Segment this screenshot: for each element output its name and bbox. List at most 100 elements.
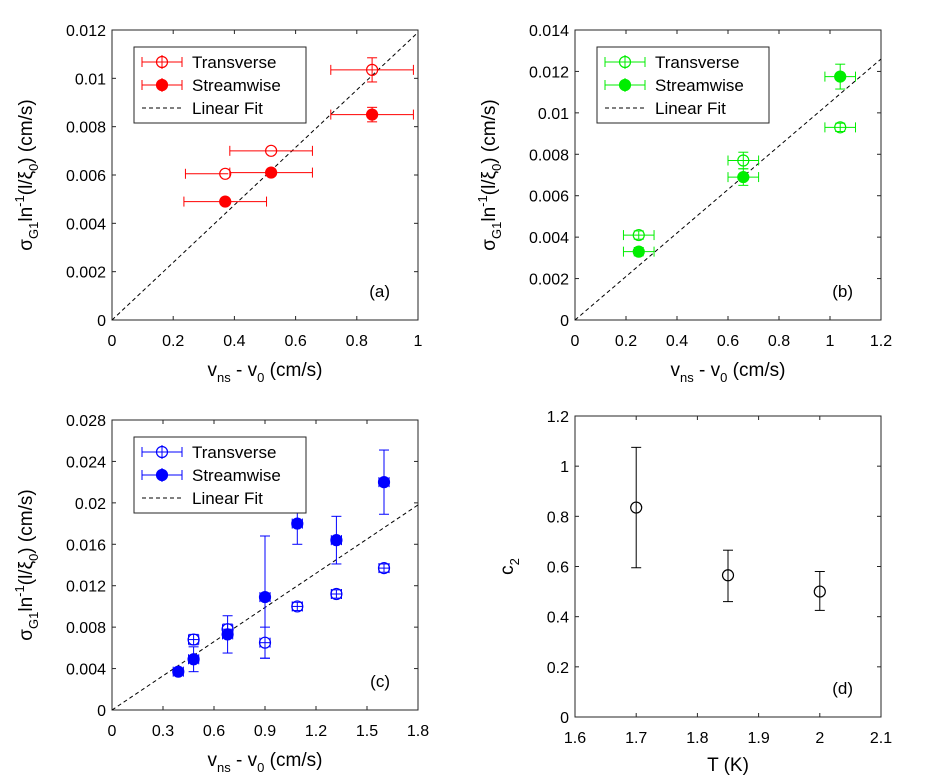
y-tick-label: 0.2	[547, 660, 569, 677]
x-tick-label: 0.3	[152, 723, 174, 740]
y-axis-label: σG1ln-1(l/ξ0) (cm/s)	[475, 99, 504, 250]
y-tick-label: 0.6	[547, 560, 569, 577]
legend-marker-transverse	[155, 55, 169, 69]
data-point-transverse	[187, 633, 200, 646]
x-tick-label: 1.8	[407, 723, 429, 740]
y-tick-label: 0.002	[529, 272, 569, 289]
y-tick-label: 0.014	[529, 23, 569, 40]
legend-label: Transverse	[192, 443, 276, 462]
y-tick-label: 0.012	[66, 23, 106, 40]
y-tick-label: 0.8	[547, 509, 569, 526]
legend: Transverse Streamwise Linear Fit	[133, 46, 307, 124]
x-tick-label: 1	[414, 333, 423, 350]
data-point-transverse	[721, 569, 735, 582]
data-point-streamwise	[265, 166, 278, 179]
x-tick-label: 0.9	[254, 723, 276, 740]
y-tick-label: 0	[560, 710, 569, 727]
x-axis-label: vns - v0 (cm/s)	[208, 750, 323, 775]
y-tick-label: 0.012	[529, 64, 569, 81]
plot-area	[112, 449, 418, 710]
x-tick-label: 0	[571, 333, 580, 350]
panel-label: (a)	[369, 282, 390, 301]
x-tick-label: 1.2	[305, 723, 327, 740]
x-tick-label: 0.6	[284, 333, 306, 350]
legend-label: Streamwise	[655, 76, 744, 95]
x-tick-label: 1.6	[564, 730, 586, 747]
data-point-streamwise	[221, 628, 234, 641]
data-point-transverse	[737, 154, 750, 167]
data-point-streamwise	[172, 665, 185, 678]
y-axis-label: σG1ln-1(l/ξ0) (cm/s)	[12, 489, 41, 640]
data-point-streamwise	[219, 195, 232, 208]
data-point-streamwise	[632, 245, 645, 258]
data-point-transverse	[377, 562, 391, 575]
y-tick-label: 0.01	[75, 71, 106, 88]
panel-label: (c)	[370, 672, 390, 691]
y-tick-label: 0.01	[538, 106, 569, 123]
x-tick-label: 0.4	[666, 333, 688, 350]
x-tick-label: 2.1	[870, 730, 892, 747]
data-point-streamwise	[377, 476, 391, 489]
y-tick-label: 0.008	[66, 620, 106, 637]
y-tick-label: 1	[560, 459, 569, 476]
y-tick-label: 0.004	[66, 216, 106, 233]
y-tick-label: 0.002	[66, 265, 106, 282]
x-tick-label: 0.8	[346, 333, 368, 350]
x-tick-label: 2	[815, 730, 824, 747]
data-point-transverse	[630, 501, 643, 514]
plot-area	[575, 58, 881, 320]
data-point-transverse	[366, 63, 379, 76]
legend-label: Transverse	[655, 53, 739, 72]
data-point-streamwise	[737, 170, 750, 184]
data-point-streamwise	[330, 534, 343, 547]
y-tick-label: 0.016	[66, 537, 106, 554]
x-tick-label: 0	[108, 723, 117, 740]
x-tick-label: 1.2	[870, 333, 892, 350]
data-point-transverse	[219, 167, 232, 180]
data-point-streamwise	[187, 653, 200, 666]
x-tick-label: 1.7	[625, 730, 647, 747]
panel-label: (b)	[832, 282, 853, 301]
data-point-streamwise	[291, 517, 304, 530]
legend-marker-streamwise	[618, 78, 632, 92]
legend-label: Linear Fit	[192, 489, 263, 508]
legend: Transverse Streamwise Linear Fit	[133, 436, 307, 514]
data-point-streamwise	[834, 70, 847, 83]
data-point-transverse	[291, 600, 304, 613]
chart-panel-b: 0 0.2 0.4 0.6 0.8 1 1.2 0 0.002 0.004 0.006 0.008 0.…	[475, 23, 892, 385]
x-tick-label: 0.2	[615, 333, 637, 350]
data-point-streamwise	[258, 591, 272, 604]
legend-label: Streamwise	[192, 76, 281, 95]
x-tick-label: 1.5	[356, 723, 378, 740]
plot-area	[630, 446, 826, 611]
x-tick-label: 1.9	[747, 730, 769, 747]
legend-label: Linear Fit	[655, 99, 726, 118]
panel-label: (d)	[832, 679, 853, 698]
y-tick-label: 0.004	[66, 662, 106, 679]
y-tick-label: 0.4	[547, 610, 569, 627]
y-tick-label: 0.012	[66, 579, 106, 596]
x-tick-label: 0.4	[223, 333, 245, 350]
data-point-transverse	[632, 228, 645, 242]
y-tick-label: 0.024	[66, 454, 106, 471]
legend-label: Linear Fit	[192, 99, 263, 118]
x-tick-label: 0.6	[717, 333, 739, 350]
data-point-streamwise	[366, 108, 379, 121]
data-point-transverse	[813, 585, 826, 598]
legend-marker-transverse	[618, 55, 632, 69]
x-tick-label: 0	[108, 333, 117, 350]
x-axis-label: T (K)	[707, 755, 749, 776]
y-tick-label: 0.008	[529, 147, 569, 164]
chart-panel-a: 0 0.2 0.4 0.6 0.8 1 0 0.002 0.004 0.006 0.008 0.01 0…	[12, 23, 423, 385]
legend: Transverse Streamwise Linear Fit	[596, 46, 770, 124]
chart-panel-d: 1.6 1.7 1.8 1.9 2 2.1 0 0.2 0.4 0.6 0.8 1 1.2 T (K) c2…	[497, 409, 892, 776]
legend-marker-streamwise	[155, 78, 169, 92]
y-tick-label: 0	[560, 313, 569, 330]
x-tick-label: 0.8	[768, 333, 790, 350]
y-tick-label: 0	[97, 313, 106, 330]
legend-label: Streamwise	[192, 466, 281, 485]
y-tick-label: 0.006	[529, 189, 569, 206]
y-tick-label: 0	[97, 703, 106, 720]
y-tick-label: 0.02	[75, 496, 106, 513]
chart-panel-c: 0 0.3 0.6 0.9 1.2 1.5 1.8 0 0.004 0.008 0.012 0.016…	[12, 413, 429, 775]
